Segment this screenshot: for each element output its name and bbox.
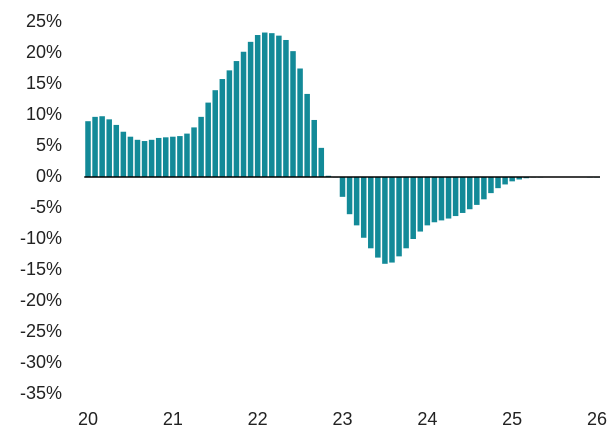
x-tick-label: 26 — [587, 409, 607, 429]
y-tick-label: -30% — [20, 352, 62, 372]
bar — [233, 61, 240, 178]
bar — [106, 119, 112, 177]
bar — [431, 177, 438, 223]
bar — [474, 177, 480, 205]
bar — [177, 136, 183, 177]
y-tick-label: -35% — [20, 383, 62, 403]
bar — [389, 177, 395, 263]
y-tick-label: -5% — [30, 197, 62, 217]
bar — [481, 177, 487, 200]
x-tick-label: 20 — [78, 409, 98, 429]
bar — [368, 177, 374, 249]
bar — [495, 177, 501, 189]
bar — [488, 177, 494, 194]
bar — [297, 68, 303, 177]
bar — [155, 137, 162, 177]
bar — [424, 177, 431, 226]
bar — [99, 116, 105, 177]
bar — [170, 136, 176, 177]
y-tick-label: -15% — [20, 259, 62, 279]
bar — [269, 33, 275, 177]
bar — [85, 121, 91, 177]
bar — [212, 90, 219, 177]
bar — [452, 177, 459, 217]
x-tick-label: 21 — [163, 409, 183, 429]
bar — [191, 127, 197, 177]
y-tick-label: 20% — [26, 42, 62, 62]
bar — [339, 177, 346, 197]
bar — [375, 177, 381, 258]
y-tick-label: 25% — [26, 11, 62, 31]
x-tick-label: 24 — [417, 409, 437, 429]
y-tick-label: 15% — [26, 73, 62, 93]
bar — [396, 177, 402, 257]
bar — [163, 137, 169, 177]
bar — [445, 177, 452, 219]
bar — [283, 39, 289, 178]
bar — [509, 177, 515, 182]
bar — [247, 41, 254, 178]
bar — [198, 116, 204, 177]
bar — [360, 177, 367, 238]
bar — [346, 177, 353, 215]
bar — [353, 177, 360, 226]
bar — [113, 124, 120, 177]
bar — [240, 51, 247, 178]
bar — [304, 93, 310, 177]
bar — [417, 177, 424, 232]
bar — [127, 136, 134, 177]
bar — [254, 35, 261, 177]
y-tick-label: -20% — [20, 290, 62, 310]
x-tick-label: 22 — [248, 409, 268, 429]
bar — [311, 119, 317, 177]
y-tick-label: -25% — [20, 321, 62, 341]
y-tick-label: 5% — [36, 135, 62, 155]
bar — [438, 177, 445, 221]
bar — [92, 116, 98, 177]
bar — [120, 131, 127, 177]
y-tick-label: 0% — [36, 166, 62, 186]
y-tick-label: 10% — [26, 104, 62, 124]
bar — [382, 177, 388, 264]
x-tick-label: 23 — [332, 409, 352, 429]
bar — [410, 177, 416, 239]
bar — [261, 32, 268, 177]
bar — [318, 147, 325, 177]
bar — [184, 133, 190, 177]
bar — [205, 102, 211, 177]
bar — [290, 51, 296, 177]
bar — [502, 177, 508, 185]
x-tick-label: 25 — [502, 409, 522, 429]
bar — [226, 70, 233, 177]
bar — [219, 79, 226, 177]
bar — [148, 139, 155, 177]
bar — [276, 35, 282, 177]
bar — [466, 177, 473, 210]
bar — [141, 141, 148, 177]
bar — [516, 177, 522, 180]
bar — [459, 177, 466, 213]
y-tick-label: -10% — [20, 228, 62, 248]
bar — [403, 177, 409, 249]
bar — [134, 139, 141, 177]
